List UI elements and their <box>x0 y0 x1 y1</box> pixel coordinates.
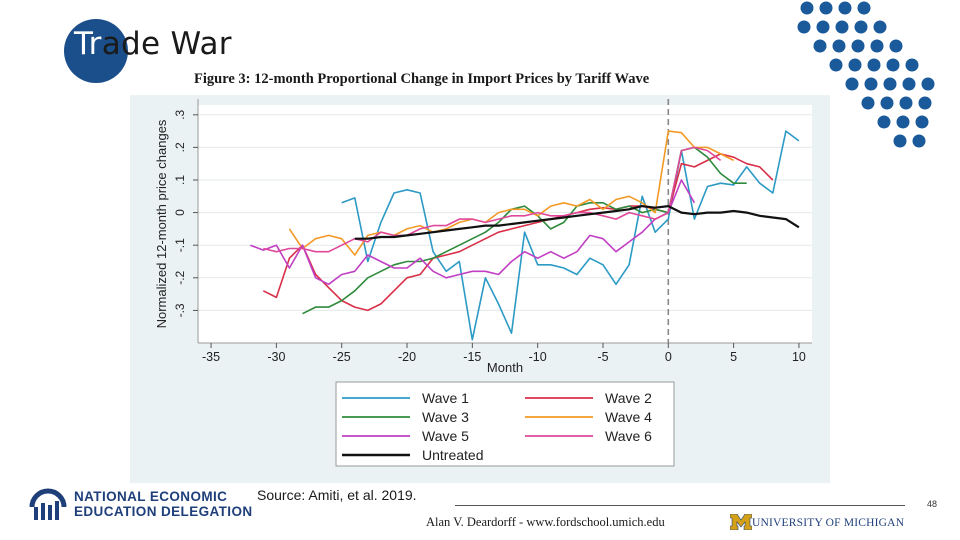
y-tick-label: -.1 <box>173 238 187 252</box>
decorative-dot <box>864 77 878 91</box>
x-tick-label: -15 <box>463 350 481 364</box>
decorative-dot <box>893 134 907 148</box>
decorative-dot <box>851 39 865 53</box>
decorative-dot <box>899 96 913 110</box>
legend: Wave 1 Wave 2 Wave 3 Wave 4 Wave 5 Wave 6 Untr… <box>342 390 652 463</box>
decorative-dot <box>873 20 887 34</box>
author-credit: Alan V. Deardorff - www.fordschool.umich… <box>426 515 665 529</box>
x-tick-label: -10 <box>529 350 547 364</box>
decorative-dot <box>857 1 871 15</box>
figure-title: Figure 3: 12-month Proportional Change i… <box>194 71 650 87</box>
chart: -.3 -.2 -.1 0 .1 .2 .3 -35 -30 -25 -20 -15 -10 -5 0 5 10… <box>130 95 830 483</box>
page-number: 48 <box>927 499 938 509</box>
legend-box <box>335 381 675 467</box>
decorative-dot <box>877 115 891 129</box>
x-axis-label: Month <box>487 360 523 375</box>
decorative-dot <box>800 1 814 15</box>
legend-label: Wave 5 <box>422 428 469 444</box>
org-name-line2: EDUCATION DELEGATION <box>74 504 253 519</box>
legend-label: Wave 6 <box>605 428 652 444</box>
decorative-dot <box>816 20 830 34</box>
title-circle <box>64 19 128 83</box>
series-line-wave-5 <box>250 179 696 286</box>
y-tick-label: .1 <box>173 175 187 185</box>
footer-rule <box>455 505 905 506</box>
decorative-dot <box>832 39 846 53</box>
decorative-dot <box>880 96 894 110</box>
decorative-dot <box>896 115 910 129</box>
y-tick-label: -.2 <box>173 270 187 284</box>
decorative-dot <box>883 77 897 91</box>
decorative-dot <box>889 39 903 53</box>
org-name-line1: NATIONAL ECONOMIC <box>74 489 228 504</box>
decorative-dot <box>829 58 843 72</box>
decorative-dot <box>819 1 833 15</box>
decorative-dot <box>918 96 932 110</box>
decorative-dot <box>861 96 875 110</box>
y-tick-label: 0 <box>173 209 187 216</box>
x-tick-label: -25 <box>333 350 351 364</box>
decorative-dot <box>845 77 859 91</box>
slide-title-part1: Tr <box>74 26 102 62</box>
block-m-logo-icon <box>730 514 752 530</box>
decorative-dot <box>886 58 900 72</box>
series-line-wave-2 <box>262 153 774 312</box>
y-tick-label: .2 <box>173 142 187 152</box>
x-tick-label: -20 <box>398 350 416 364</box>
university-name: UNIVERSITY OF MICHIGAN <box>752 517 905 529</box>
decorative-dot <box>797 20 811 34</box>
x-tick-label: -5 <box>597 350 608 364</box>
axes: -.3 -.2 -.1 0 .1 .2 .3 -35 -30 -25 -20 -15 -10 -5 0 5 10 <box>173 99 812 364</box>
decorative-dot <box>835 20 849 34</box>
decorative-dot <box>905 58 919 72</box>
decorative-dot <box>921 77 935 91</box>
legend-label: Untreated <box>422 447 483 463</box>
x-tick-label: -30 <box>267 350 285 364</box>
decorative-dot <box>854 20 868 34</box>
decorative-dot <box>915 115 929 129</box>
decorative-dot <box>838 1 852 15</box>
decorative-dot <box>870 39 884 53</box>
slide-title: Trade War <box>74 26 232 62</box>
series-line-wave-1 <box>341 130 800 341</box>
source-note: Source: Amiti, et al. 2019. <box>257 487 417 503</box>
y-tick-label: -.3 <box>173 303 187 317</box>
decorative-dots <box>797 1 935 148</box>
series-line-wave-4 <box>288 130 734 256</box>
chart-image: -.3 -.2 -.1 0 .1 .2 .3 -35 -30 -25 -20 -15 -10 -5 0 5 10… <box>130 95 830 483</box>
series-line-untreated <box>354 204 800 240</box>
y-axis-label: Normalized 12-month price changes <box>154 119 169 328</box>
legend-label: Wave 2 <box>605 390 652 406</box>
decorative-dot <box>813 39 827 53</box>
decorative-dot <box>912 134 926 148</box>
legend-label: Wave 3 <box>422 409 469 425</box>
decorative-dot <box>902 77 916 91</box>
slide-title-part2: ade War <box>101 26 232 62</box>
legend-label: Wave 4 <box>605 409 652 425</box>
x-tick-label: -35 <box>202 350 220 364</box>
series-line-wave-6 <box>263 146 722 253</box>
series-group <box>250 130 800 341</box>
x-tick-label: 10 <box>792 350 806 364</box>
decorative-dot <box>848 58 862 72</box>
y-tick-label: .3 <box>173 109 187 119</box>
legend-label: Wave 1 <box>422 390 469 406</box>
need-logo-icon <box>29 488 67 520</box>
x-tick-label: 5 <box>730 350 737 364</box>
x-tick-label: 0 <box>665 350 672 364</box>
decorative-dot <box>867 58 881 72</box>
